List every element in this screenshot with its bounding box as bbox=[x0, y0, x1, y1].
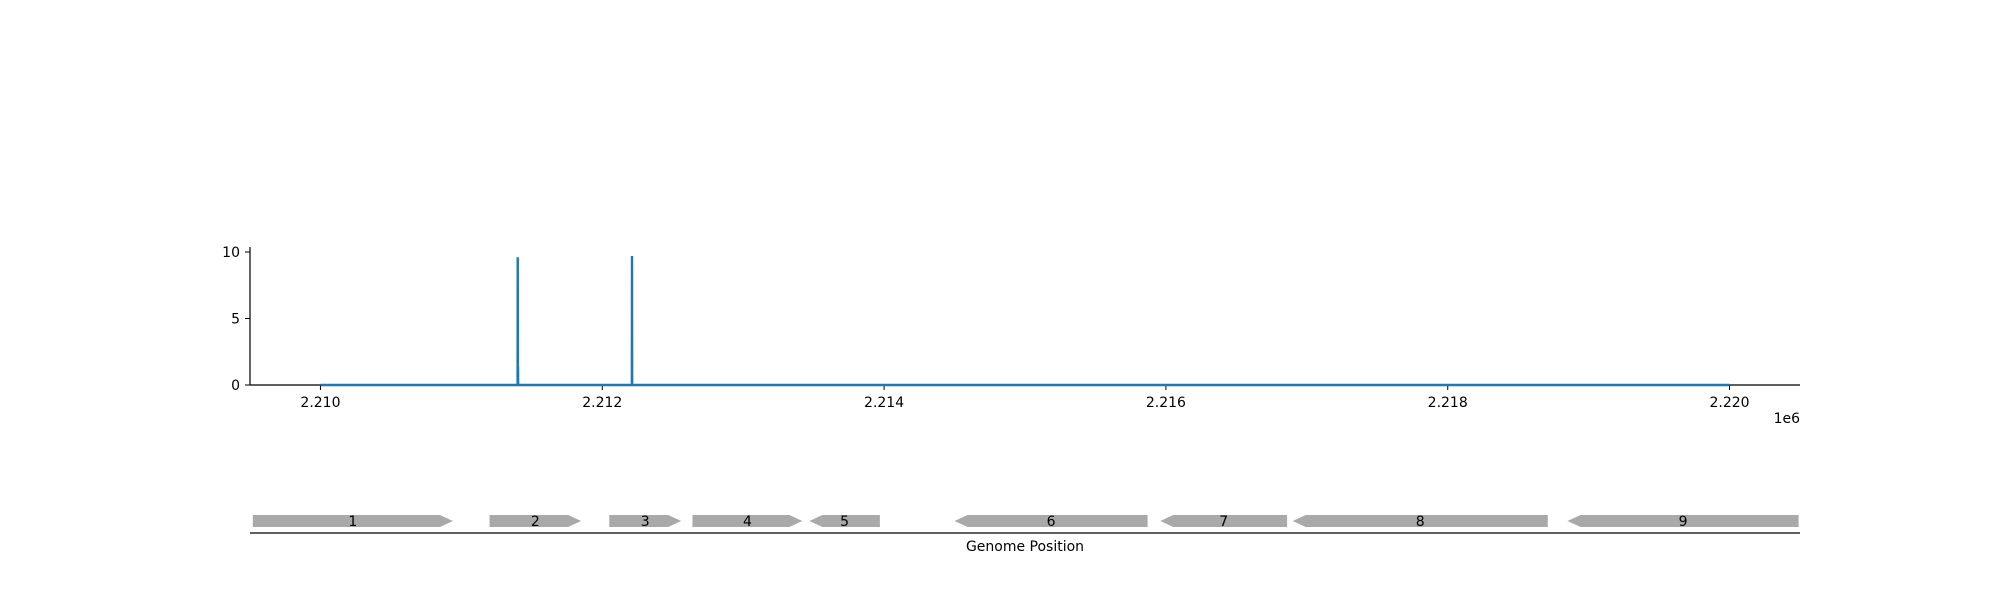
gene-label: 1 bbox=[348, 514, 357, 530]
gene-label: 8 bbox=[1416, 514, 1425, 530]
x-tick-label: 2.210 bbox=[300, 395, 340, 411]
gene-label: 6 bbox=[1047, 514, 1056, 530]
coverage-y-ticks: 0 5 10 bbox=[222, 245, 250, 394]
gene-arrow bbox=[1292, 515, 1548, 527]
gene-label: 3 bbox=[641, 514, 650, 530]
gene-label: 7 bbox=[1219, 514, 1228, 530]
gene-label: 2 bbox=[531, 514, 540, 530]
x-tick-label: 2.218 bbox=[1428, 395, 1468, 411]
gene-arrow bbox=[609, 515, 682, 527]
x-tick-label: 2.220 bbox=[1709, 395, 1749, 411]
x-offset-label: 1e6 bbox=[1774, 411, 1801, 427]
x-tick-label: 2.214 bbox=[864, 395, 904, 411]
y-tick-label: 10 bbox=[222, 245, 240, 261]
gene-arrow bbox=[809, 515, 880, 527]
gene-arrows: 1 2 3 4 5 6 7 8 9 bbox=[252, 514, 1799, 530]
coverage-plot: 2.210 2.212 2.214 2.216 2.218 2.220 0 5 10 1e6 bbox=[222, 245, 1800, 427]
y-tick-label: 5 bbox=[231, 311, 240, 327]
x-tick-label: 2.212 bbox=[582, 395, 622, 411]
gene-arrow bbox=[1160, 515, 1288, 527]
gene-arrow bbox=[692, 515, 803, 527]
gene-arrow bbox=[954, 515, 1148, 527]
gene-label: 4 bbox=[743, 514, 752, 530]
coverage-x-ticks: 2.210 2.212 2.214 2.216 2.218 2.220 bbox=[300, 385, 1750, 411]
gene-track-x-axis-label: Genome Position bbox=[966, 539, 1084, 555]
x-tick-label: 2.216 bbox=[1146, 395, 1186, 411]
coverage-series bbox=[320, 255, 1730, 387]
gene-arrow bbox=[1567, 515, 1799, 527]
gene-label: 5 bbox=[840, 514, 849, 530]
gene-arrow bbox=[489, 515, 582, 527]
gene-label: 9 bbox=[1679, 514, 1688, 530]
coverage-line bbox=[320, 255, 1730, 387]
y-tick-label: 0 bbox=[231, 378, 240, 394]
gene-arrow bbox=[252, 515, 453, 527]
gene-track: 1 2 3 4 5 6 7 8 9 Genome Position bbox=[250, 514, 1800, 555]
